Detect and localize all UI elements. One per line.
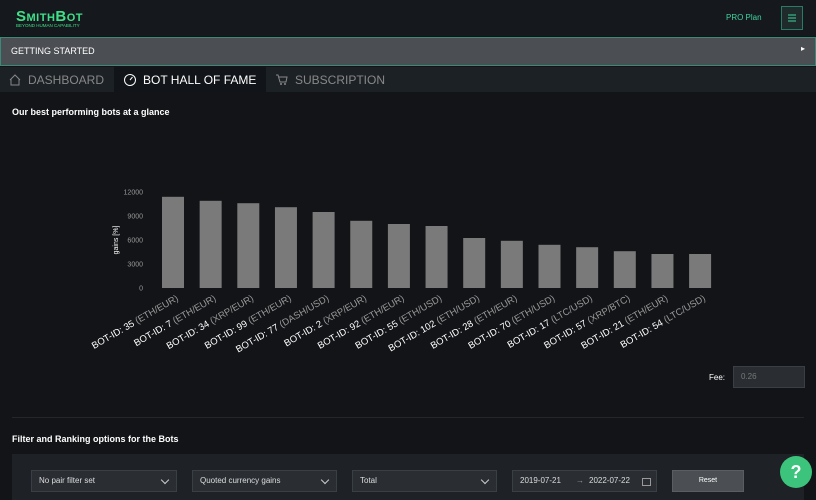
- logo[interactable]: SmithBot: [16, 8, 83, 25]
- bar: [425, 226, 448, 288]
- fee-label: Fee:: [709, 373, 726, 382]
- filter-title: Filter and Ranking options for the Bots: [12, 434, 179, 444]
- arrow: →: [576, 476, 584, 485]
- y-axis-label: gains [%]: [113, 226, 120, 255]
- section-title: Our best performing bots at a glance: [12, 107, 170, 117]
- bar: [463, 238, 486, 288]
- cart-icon: [276, 74, 288, 85]
- bar: [538, 244, 561, 288]
- bar: [237, 203, 260, 288]
- active-tab-bg: [114, 67, 266, 92]
- bar: [312, 212, 335, 288]
- tab[interactable]: BOT HALL OF FAME: [143, 73, 257, 87]
- menu-icon: [788, 14, 796, 22]
- y-tick-label: 12000: [124, 190, 144, 197]
- fee-input[interactable]: 0.26: [733, 366, 805, 388]
- divider: [12, 417, 804, 418]
- date-range[interactable]: 2019-07-21 → 2022-07-22: [512, 470, 657, 492]
- getting-started-bar[interactable]: GETTING STARTED ▸: [0, 37, 816, 66]
- bar: [576, 247, 599, 288]
- bar: [199, 200, 222, 288]
- bar: [500, 240, 523, 288]
- y-tick-label: 3000: [127, 262, 143, 269]
- reset-button[interactable]: Reset: [672, 470, 744, 492]
- period-select[interactable]: Total: [352, 470, 497, 492]
- y-tick-label: 6000: [127, 238, 143, 245]
- gauge-icon: [124, 74, 136, 86]
- bar: [651, 254, 674, 288]
- plan-link[interactable]: PRO Plan: [726, 13, 762, 22]
- header: SmithBot BEYOND HUMAN CAPABILITY PRO Pla…: [0, 0, 816, 36]
- bar: [689, 254, 712, 288]
- y-tick-label: 9000: [127, 214, 143, 221]
- tab[interactable]: SUBSCRIPTION: [295, 73, 386, 87]
- y-tick-label: 0: [139, 286, 143, 293]
- pair: (LTC/USD): [662, 293, 708, 326]
- arrow: ▸: [801, 44, 806, 53]
- help-button[interactable]: ?: [780, 456, 812, 488]
- date-from: 2019-07-21: [520, 476, 561, 485]
- calendar-icon: [642, 478, 651, 486]
- bar: [274, 207, 297, 288]
- bar: [613, 251, 636, 288]
- bot-id: BOT-ID: 35: [90, 318, 137, 351]
- tab-bar: DASHBOARD BOT HALL OF FAME SUBSCRIPTION: [0, 67, 816, 92]
- banner-text: GETTING STARTED: [11, 46, 95, 56]
- bar: [162, 196, 184, 288]
- date-to: 2022-07-22: [589, 476, 630, 485]
- home-icon: [9, 74, 21, 86]
- pair-select[interactable]: No pair filter set: [31, 470, 177, 492]
- tab[interactable]: DASHBOARD: [28, 73, 105, 87]
- bar: [387, 224, 410, 288]
- bar: [350, 220, 373, 288]
- metric-select[interactable]: Quoted currency gains: [192, 470, 337, 492]
- tagline: BEYOND HUMAN CAPABILITY: [16, 23, 80, 28]
- menu-button[interactable]: [781, 6, 803, 30]
